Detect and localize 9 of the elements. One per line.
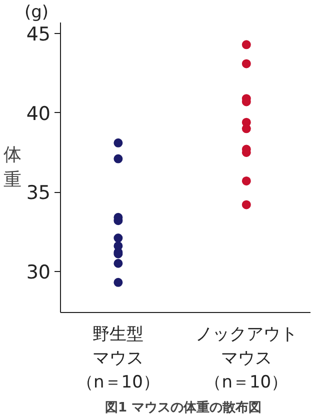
y-tick-label: 35 <box>26 182 51 204</box>
text: (g) <box>24 2 49 22</box>
y-tick-label: 30 <box>26 261 51 284</box>
y-tick-label: 40 <box>26 102 51 125</box>
x-tick-label: ノックアウトマウス（n＝10） <box>195 324 298 392</box>
text: 図1 マウスの体重の散布図 <box>104 400 262 416</box>
y-axis-title: 体重 <box>3 144 22 191</box>
x-tick-label: 野生型マウス（n＝10） <box>76 324 160 392</box>
y-tick-label: 45 <box>26 24 51 46</box>
